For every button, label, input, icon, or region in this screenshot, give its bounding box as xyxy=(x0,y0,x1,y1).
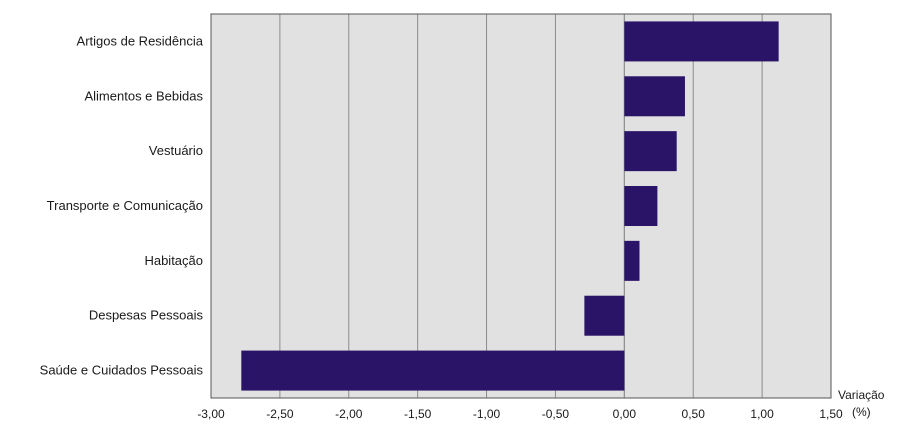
x-tick-label: 0,50 xyxy=(682,407,706,421)
x-tick-label: 1,00 xyxy=(750,407,774,421)
category-labels: Artigos de Residência Alimentos e Bebidas… xyxy=(40,33,204,377)
bar xyxy=(624,240,640,281)
category-label: Habitação xyxy=(144,253,203,268)
x-tick-label: -0,50 xyxy=(542,407,570,421)
x-tick-label: 0,00 xyxy=(613,407,637,421)
x-tick-label: 1,50 xyxy=(819,407,843,421)
x-tick-label: -2,00 xyxy=(335,407,363,421)
category-label: Artigos de Residência xyxy=(77,33,204,48)
plot-frame xyxy=(210,13,832,399)
x-tick-label: -1,50 xyxy=(404,407,432,421)
category-label: Saúde e Cuidados Pessoais xyxy=(40,363,204,378)
bar xyxy=(241,350,625,391)
x-axis-label: Variação xyxy=(838,388,885,402)
bar xyxy=(624,21,779,62)
bar xyxy=(624,186,658,226)
x-tick-labels: -3,00 -2,50 -2,00 -1,50 -1,00 -0,50 0,00 0,50 1,… xyxy=(197,407,843,421)
x-tick-label: -1,00 xyxy=(473,407,501,421)
bar xyxy=(624,76,685,117)
category-label: Alimentos e Bebidas xyxy=(84,88,203,103)
category-label: Despesas Pessoais xyxy=(89,308,204,323)
bars xyxy=(241,21,779,391)
category-label: Vestuário xyxy=(149,143,203,158)
x-tick-label: -2,50 xyxy=(266,407,294,421)
x-axis-unit: (%) xyxy=(852,405,871,419)
category-label: Transporte e Comunicação xyxy=(47,198,203,213)
bar xyxy=(584,295,625,336)
plot-area xyxy=(211,14,831,398)
bar xyxy=(624,131,677,172)
x-tick-label: -3,00 xyxy=(197,407,225,421)
